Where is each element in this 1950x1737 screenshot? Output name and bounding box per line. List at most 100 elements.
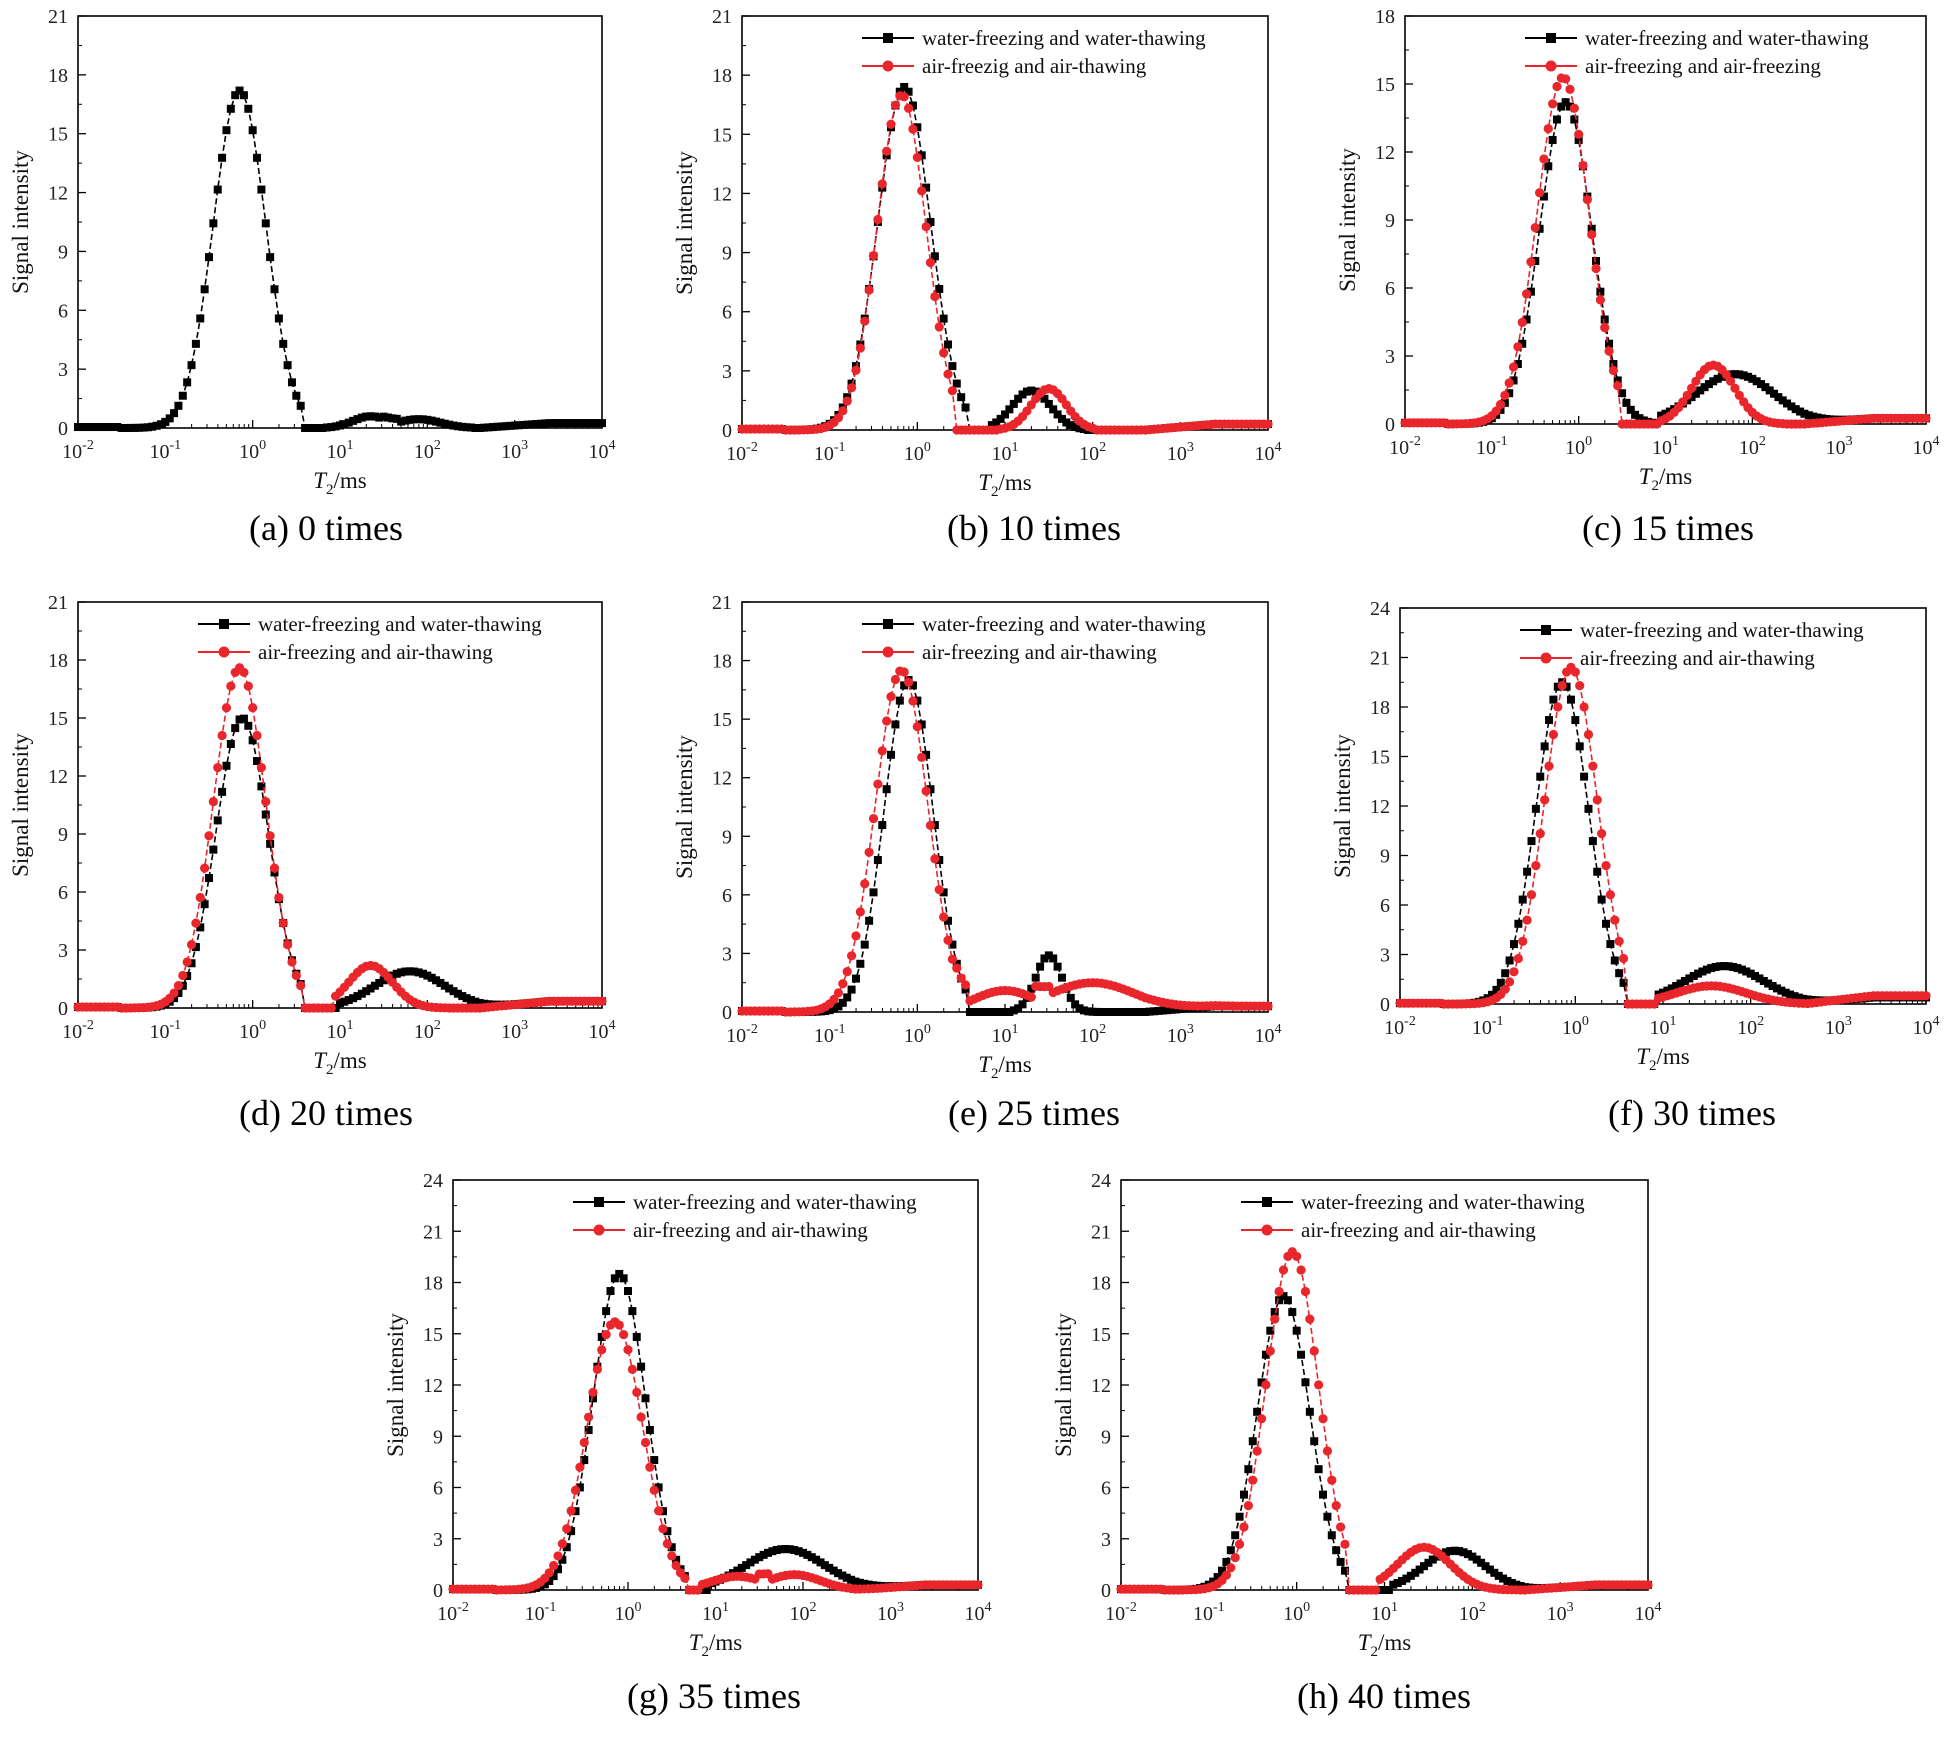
panel-caption: (e) 25 times	[948, 1093, 1120, 1133]
data-point-square	[1522, 315, 1531, 324]
data-point-square	[838, 998, 847, 1007]
y-axis-title: Signal intensity	[1330, 734, 1355, 878]
data-point-square	[589, 419, 598, 428]
plot-frame	[741, 15, 1269, 431]
data-point-circle	[1614, 936, 1624, 946]
data-point-square	[1496, 978, 1505, 987]
series-water	[74, 714, 606, 1012]
data-point-square	[1163, 1006, 1172, 1015]
data-point-circle	[1243, 1501, 1253, 1511]
data-point-square	[597, 1332, 606, 1341]
panel-caption: (h) 40 times	[1297, 1676, 1471, 1716]
y-tick-label: 15	[1370, 747, 1390, 769]
x-tick-label: 100	[239, 438, 266, 463]
data-point-circle	[908, 696, 918, 706]
data-point-square	[117, 423, 126, 432]
data-point-square	[1774, 393, 1783, 402]
data-point-circle	[1643, 1580, 1653, 1590]
data-point-square	[1527, 837, 1536, 846]
data-point-square	[279, 339, 288, 348]
data-point-square	[1536, 772, 1545, 781]
data-point-square	[1672, 982, 1681, 991]
data-point-square	[1301, 1378, 1310, 1387]
data-point-circle	[934, 885, 944, 895]
data-point-square	[1729, 962, 1738, 971]
data-point-square	[126, 423, 135, 432]
data-point-square	[1441, 1548, 1450, 1557]
data-point-circle	[917, 186, 927, 196]
legend-label: water-freezing and water-thawing	[633, 1190, 917, 1214]
y-tick-label: 15	[712, 709, 732, 731]
x-tick-label: 10-2	[1384, 1014, 1416, 1039]
data-point-circle	[169, 988, 179, 998]
data-point-square	[1566, 695, 1575, 704]
y-tick-label: 0	[58, 998, 68, 1020]
data-point-square	[1053, 410, 1062, 419]
data-point-circle	[1248, 1475, 1258, 1485]
data-point-square	[231, 724, 240, 733]
x-tick-label: 103	[501, 438, 528, 463]
x-tick-label: 10-1	[149, 1018, 181, 1043]
data-point-square	[209, 845, 218, 854]
chart-panel-a: 10-2 10-1 100 101 102 103 104 0 3 6 9 12 15 18 21 T2/ms…	[8, 6, 616, 548]
data-point-square	[187, 361, 196, 370]
x-tick-label: 102	[1737, 1014, 1764, 1039]
data-point-square	[1231, 1531, 1240, 1540]
x-tick-label: 102	[414, 1018, 441, 1043]
data-point-square	[979, 1008, 988, 1016]
data-point-square	[1783, 399, 1792, 408]
data-point-square	[615, 1269, 624, 1278]
data-point-square	[1062, 418, 1071, 427]
data-point-square	[1574, 135, 1583, 144]
x-axis-title: T2/ms	[689, 1630, 743, 1660]
data-point-square	[1539, 192, 1548, 201]
data-point-square	[830, 1004, 839, 1013]
data-point-square	[239, 91, 248, 100]
data-point-square	[917, 151, 926, 160]
x-tick-label: 101	[327, 1018, 354, 1043]
data-point-square	[183, 378, 192, 387]
data-point-circle	[619, 1329, 629, 1340]
y-tick-label: 3	[1385, 346, 1395, 368]
data-point-square	[965, 1008, 974, 1016]
data-point-square	[344, 996, 353, 1005]
data-point-square	[1088, 1007, 1097, 1016]
data-point-square	[1503, 1576, 1512, 1585]
data-point-square	[580, 419, 589, 428]
data-point-square	[1066, 421, 1075, 430]
y-tick-label: 12	[1370, 796, 1390, 818]
data-point-square	[1549, 695, 1558, 704]
data-point-square	[1709, 377, 1718, 386]
data-point-square	[1596, 287, 1605, 296]
data-point-square	[1765, 386, 1774, 395]
data-point-circle	[882, 146, 892, 156]
data-point-square	[750, 1555, 759, 1564]
data-point-circle	[1322, 1446, 1333, 1456]
data-point-square	[1389, 1580, 1398, 1589]
legend-marker-circle	[1261, 1224, 1273, 1236]
data-point-circle	[256, 762, 266, 773]
data-point-square	[860, 1579, 869, 1588]
x-axis-title: T2/ms	[1358, 1630, 1412, 1660]
series-line	[78, 717, 602, 1009]
data-point-square	[825, 1006, 834, 1015]
data-point-square	[257, 782, 266, 791]
data-point-circle	[912, 152, 922, 163]
series-air	[1395, 662, 1931, 1009]
data-point-square	[130, 423, 139, 432]
data-point-square	[593, 419, 602, 428]
data-point-square	[781, 1545, 790, 1553]
data-point-circle	[1234, 1539, 1245, 1549]
data-point-square	[349, 416, 358, 425]
data-point-circle	[1595, 295, 1605, 305]
data-point-square	[1266, 1326, 1275, 1335]
data-point-circle	[842, 396, 852, 406]
data-point-square	[510, 421, 519, 430]
y-tick-label: 9	[722, 243, 732, 265]
data-point-square	[887, 750, 896, 759]
data-point-square	[1001, 1008, 1009, 1016]
data-point-square	[746, 1558, 755, 1567]
data-point-square	[1297, 1350, 1306, 1359]
series-line	[1405, 77, 1926, 425]
data-point-square	[939, 314, 948, 323]
